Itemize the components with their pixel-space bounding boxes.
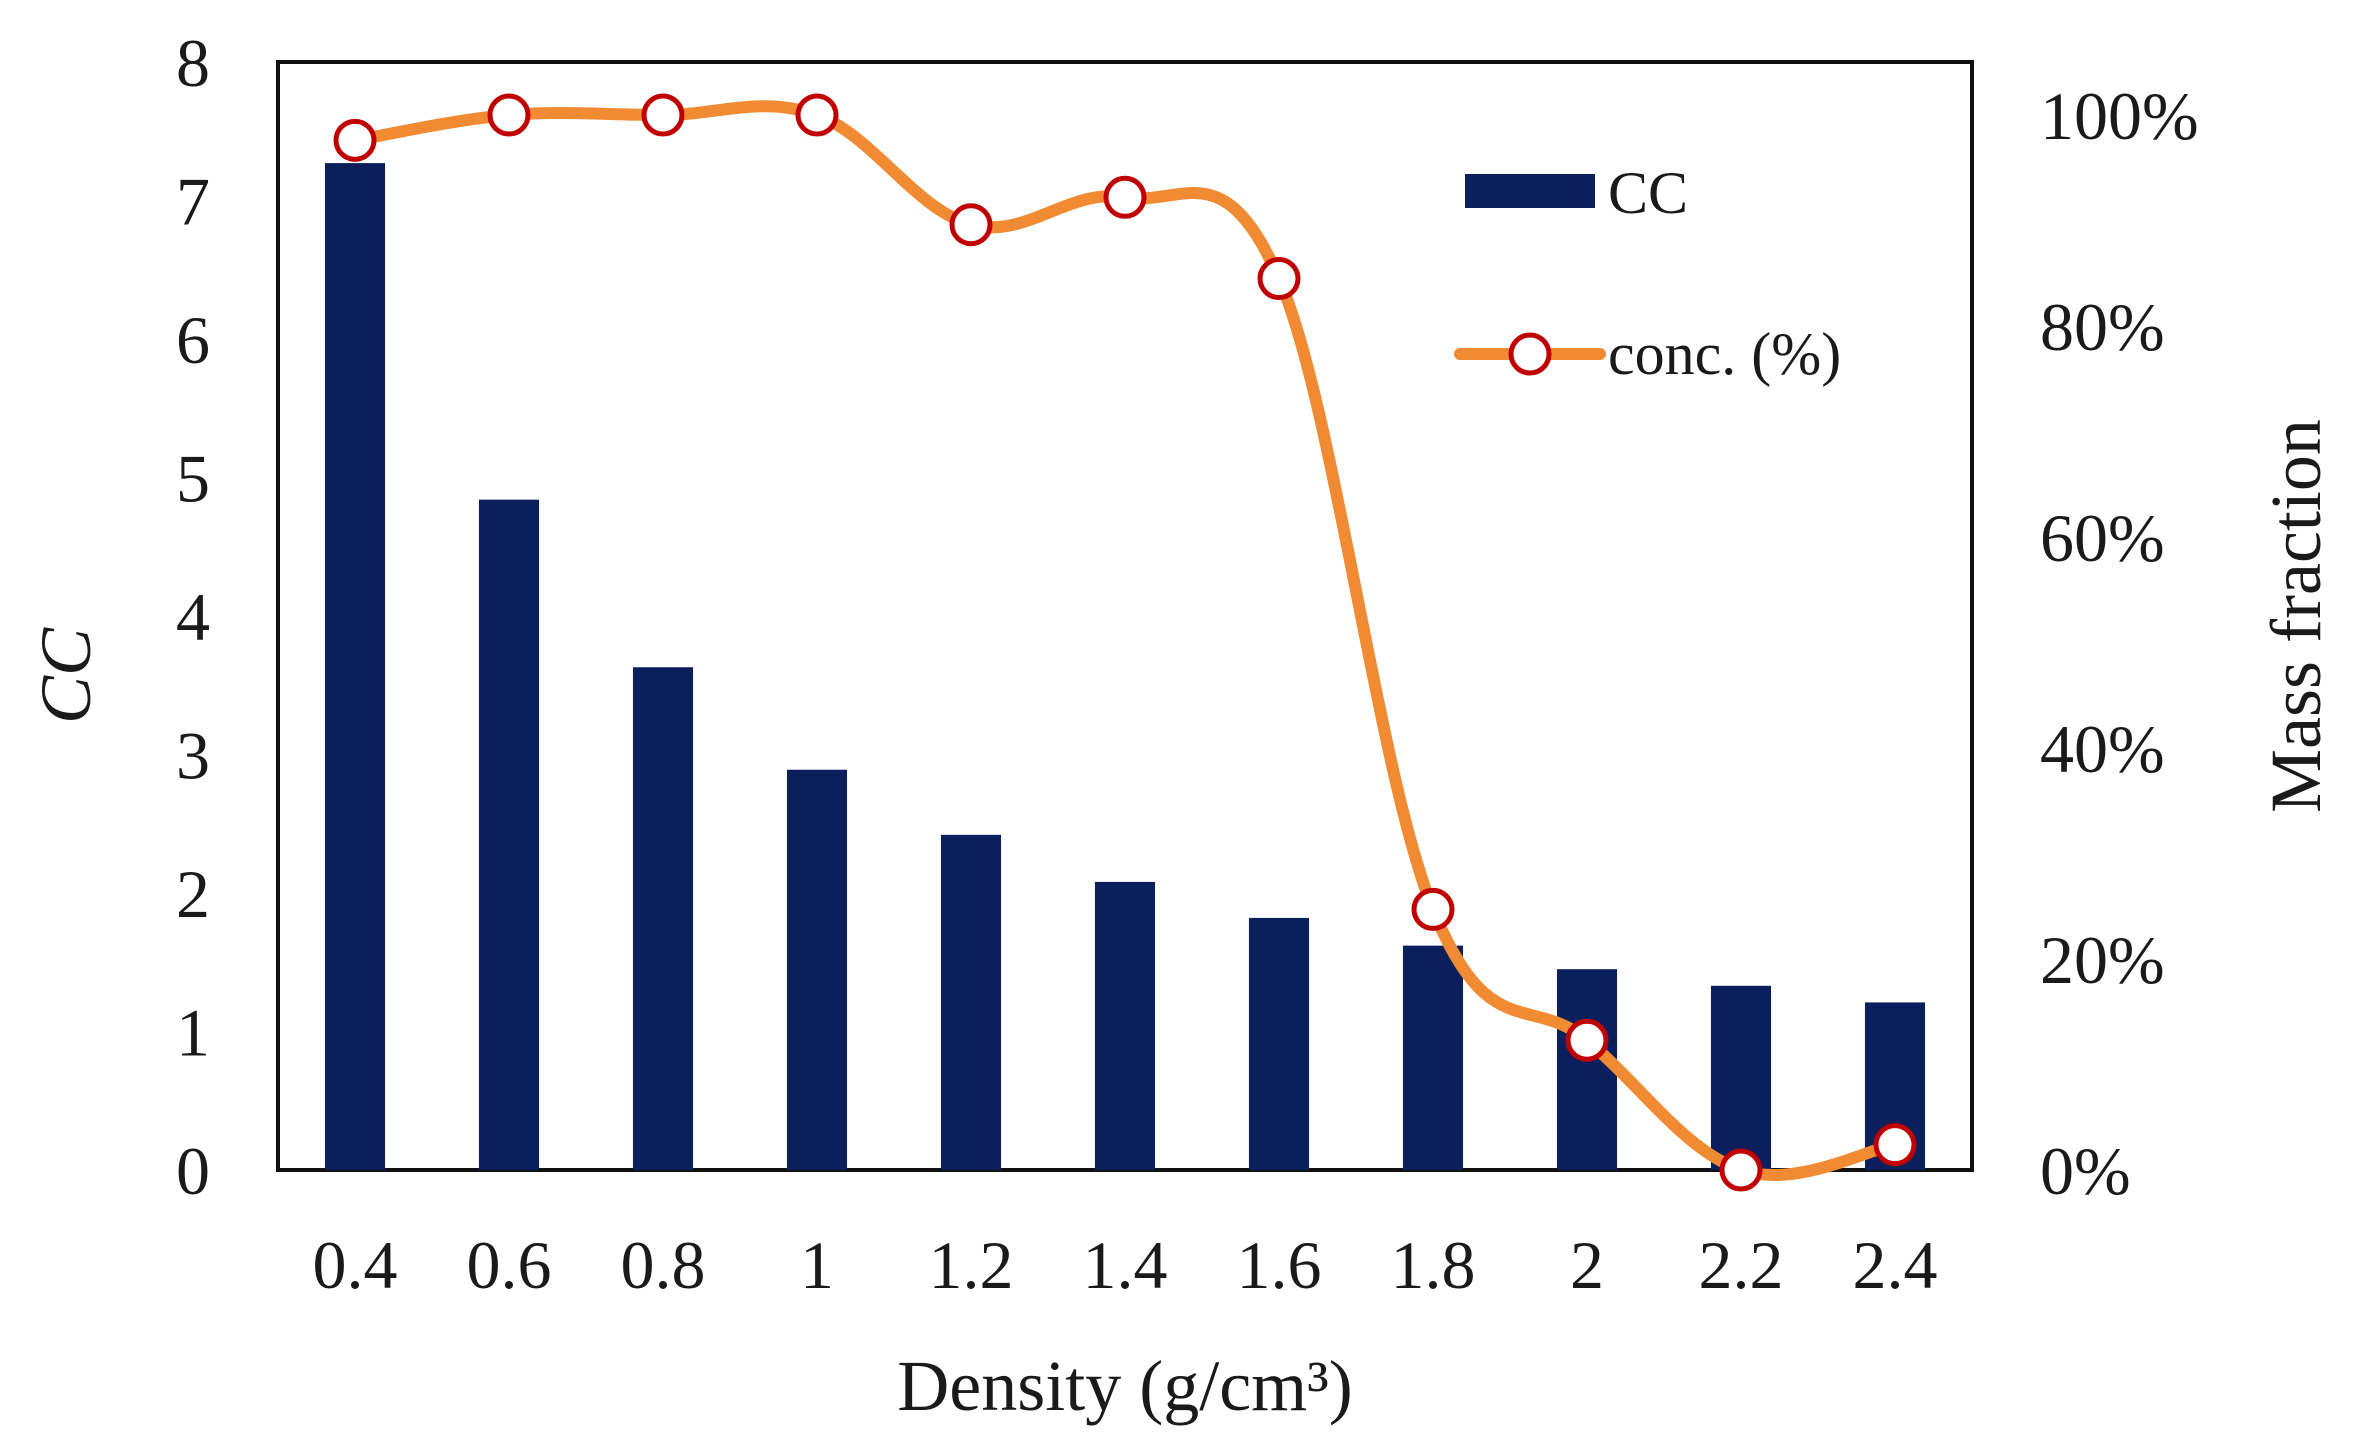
line-markers: [333, 93, 1917, 1192]
y-tick-0: 0: [176, 1133, 210, 1209]
marker-1.8: [1411, 887, 1455, 931]
bar-1.2: [940, 834, 1002, 1170]
marker-0.6: [487, 93, 531, 137]
x-tick-1: 1: [800, 1227, 834, 1303]
y2-tick-0%: 0%: [2040, 1133, 2131, 1209]
marker-2: [1565, 1018, 1609, 1062]
y2-tick-60%: 60%: [2040, 500, 2165, 576]
bar-2.2: [1710, 985, 1772, 1170]
bar-series-cc: [324, 163, 1926, 1171]
marker-1: [795, 93, 839, 137]
y2-tick-20%: 20%: [2040, 922, 2165, 998]
legend-label-conc: conc. (%): [1608, 321, 1841, 387]
right-axis-ticks: 0% 20% 40% 60% 80% 100%: [2040, 78, 2199, 1209]
legend-label-cc: CC: [1608, 160, 1688, 226]
x-axis-ticks: 0.4 0.6 0.8 1 1.2 1.4 1.6 1.8 2 2.2 2.4: [313, 1227, 1938, 1303]
y2-tick-100%: 100%: [2040, 78, 2199, 154]
legend-swatch-cc: [1465, 174, 1595, 208]
bar-1.4: [1094, 881, 1156, 1170]
x-tick-1.4: 1.4: [1083, 1227, 1168, 1303]
bar-1.8: [1402, 945, 1464, 1170]
x-tick-2: 2: [1570, 1227, 1604, 1303]
y-tick-6: 6: [176, 302, 210, 378]
x-tick-1.8: 1.8: [1391, 1227, 1476, 1303]
x-tick-0.6: 0.6: [467, 1227, 552, 1303]
x-tick-0.8: 0.8: [621, 1227, 706, 1303]
y-tick-4: 4: [176, 579, 210, 655]
marker-1.6: [1257, 257, 1301, 301]
bar-1.6: [1248, 917, 1310, 1170]
y-tick-3: 3: [176, 718, 210, 794]
bar-0.6: [478, 499, 540, 1170]
y2-tick-40%: 40%: [2040, 711, 2165, 787]
marker-1.2: [949, 203, 993, 247]
bar-2: [1556, 969, 1618, 1170]
x-tick-2.2: 2.2: [1699, 1227, 1784, 1303]
x-tick-1.6: 1.6: [1237, 1227, 1322, 1303]
y-tick-1: 1: [176, 995, 210, 1071]
y2-tick-80%: 80%: [2040, 289, 2165, 365]
y-tick-7: 7: [176, 164, 210, 240]
marker-0.4: [333, 118, 377, 162]
x-tick-2.4: 2.4: [1853, 1227, 1938, 1303]
y-tick-2: 2: [176, 856, 210, 932]
bar-0.4: [324, 163, 386, 1171]
y2-axis-title: Mass fraction: [2256, 419, 2336, 813]
bar-1: [786, 769, 848, 1170]
y-tick-5: 5: [176, 441, 210, 517]
x-tick-1.2: 1.2: [929, 1227, 1014, 1303]
y-axis-title: CC: [26, 627, 106, 724]
marker-2.4: [1873, 1123, 1917, 1167]
marker-2.2: [1719, 1148, 1763, 1192]
x-axis-title: Density (g/cm³): [897, 1346, 1352, 1426]
x-tick-0.4: 0.4: [313, 1227, 398, 1303]
marker-1.4: [1103, 175, 1147, 219]
legend: CC conc. (%): [1454, 160, 1841, 387]
y-tick-8: 8: [176, 25, 210, 101]
marker-0.8: [641, 93, 685, 137]
legend-marker-conc: [1508, 332, 1552, 376]
bar-0.8: [632, 667, 694, 1170]
left-axis-ticks: 0 1 2 3 4 5 6 7 8: [176, 25, 210, 1209]
